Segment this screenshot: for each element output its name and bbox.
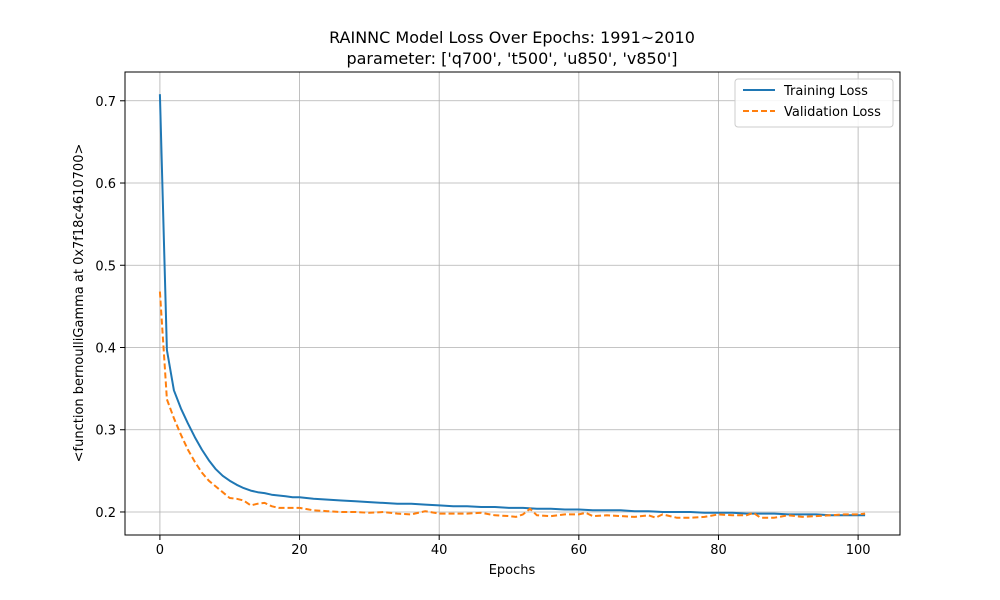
legend: Training Loss Validation Loss	[734, 78, 894, 128]
x-tick-label: 100	[846, 543, 871, 558]
y-axis-label: <function bernoulliGamma at 0x7f18c46107…	[72, 144, 87, 463]
y-tick-label: 0.2	[95, 506, 116, 521]
y-tick-label: 0.3	[95, 424, 116, 439]
chart-title: RAINNC Model Loss Over Epochs: 1991~2010	[329, 28, 695, 47]
plot-frame	[124, 71, 901, 536]
x-tick-label: 40	[431, 543, 448, 558]
x-axis-label: Epochs	[489, 563, 536, 578]
y-tick-label: 0.4	[95, 341, 116, 356]
x-tick-label: 20	[291, 543, 308, 558]
x-tick-label: 0	[156, 543, 164, 558]
grid-lines	[125, 72, 900, 535]
series-lines	[158, 94, 866, 519]
legend-label-validation: Validation Loss	[784, 105, 881, 120]
y-tick-label: 0.5	[95, 259, 116, 274]
chart-subtitle: parameter: ['q700', 't500', 'u850', 'v85…	[346, 49, 677, 68]
x-tick-label: 80	[710, 543, 727, 558]
validation-loss-line	[158, 291, 866, 519]
legend-label-training: Training Loss	[783, 84, 868, 99]
training-loss-line	[158, 94, 866, 517]
y-tick-label: 0.7	[95, 95, 116, 110]
y-tick-label: 0.6	[95, 177, 116, 192]
x-tick-label: 60	[571, 543, 588, 558]
axis-ticks: 0 20 40 60 80 100 0.2 0.3 0.4 0.5 0.6 0.7	[95, 95, 870, 558]
